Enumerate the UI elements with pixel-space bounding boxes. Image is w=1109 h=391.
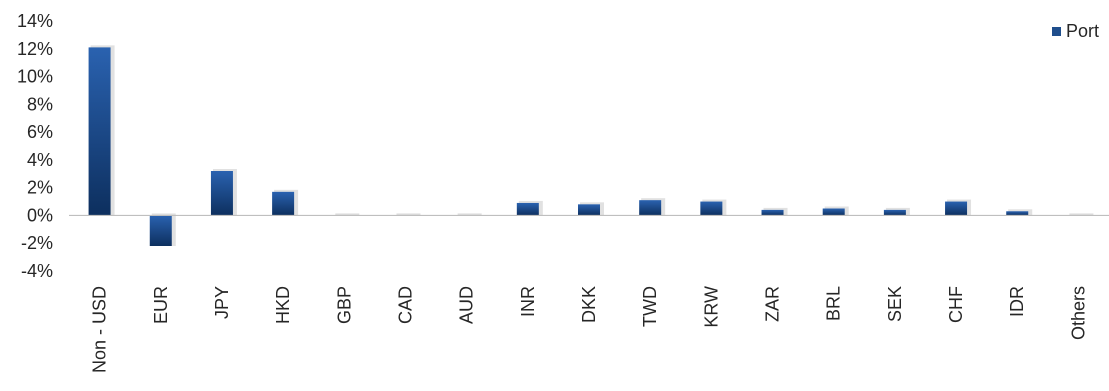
y-tick-label: 8% — [27, 94, 53, 114]
x-tick-label: EUR — [151, 286, 171, 324]
x-tick-label: Non - USD — [90, 286, 110, 373]
bar-eur — [149, 215, 172, 246]
bar-dkk — [578, 204, 600, 216]
bar-krw — [700, 201, 723, 216]
bar-idr — [1006, 211, 1029, 216]
bar-shadow — [335, 213, 360, 216]
legend-swatch-port — [1052, 27, 1061, 36]
y-tick-label: -2% — [21, 233, 53, 253]
y-tick-label: 0% — [27, 205, 53, 225]
x-tick-label: AUD — [457, 286, 477, 324]
legend: Port — [1052, 21, 1099, 41]
y-tick-label: 12% — [17, 39, 53, 59]
bar-zar — [761, 209, 784, 216]
x-tick-label: IDR — [1007, 286, 1027, 317]
y-tick-label: 6% — [27, 122, 53, 142]
x-tick-label: KRW — [701, 286, 721, 328]
x-tick-label: JPY — [212, 286, 232, 319]
bar-sek — [883, 209, 906, 216]
x-tick-label: DKK — [579, 286, 599, 323]
bar-shadow — [396, 213, 421, 216]
x-tick-label: SEK — [885, 286, 905, 322]
bar-shadow — [457, 213, 482, 216]
x-tick-label: INR — [518, 286, 538, 317]
bars-group — [88, 45, 1094, 246]
x-tick-label: CHF — [946, 286, 966, 323]
bar-inr — [516, 202, 539, 216]
bar-brl — [822, 208, 845, 216]
x-tick-label: GBP — [334, 286, 354, 324]
bar-jpy — [210, 171, 233, 216]
y-axis-ticks: -4% -2% 0% 2% 4% 6% 8% 10% 12% 14% — [17, 11, 53, 281]
y-tick-label: 10% — [17, 67, 53, 87]
bar-hkd — [272, 191, 295, 216]
y-tick-label: -4% — [21, 261, 53, 281]
bar-twd — [639, 200, 662, 216]
x-tick-label: Others — [1068, 286, 1088, 340]
y-tick-label: 4% — [27, 150, 53, 170]
bar-shadow — [1069, 213, 1094, 216]
x-tick-label: CAD — [395, 286, 415, 324]
x-axis-ticks: Non - USD EUR JPY HKD GBP CAD AUD INR DKK TWD KRW Z… — [90, 286, 1089, 373]
bar-non-usd — [88, 47, 111, 216]
x-tick-label: TWD — [640, 286, 660, 327]
y-tick-label: 14% — [17, 11, 53, 31]
legend-label-port: Port — [1066, 21, 1099, 41]
x-tick-label: ZAR — [763, 286, 783, 322]
x-tick-label: HKD — [273, 286, 293, 324]
y-tick-label: 2% — [27, 178, 53, 198]
x-tick-label: BRL — [824, 286, 844, 321]
bar-chf — [945, 201, 968, 216]
